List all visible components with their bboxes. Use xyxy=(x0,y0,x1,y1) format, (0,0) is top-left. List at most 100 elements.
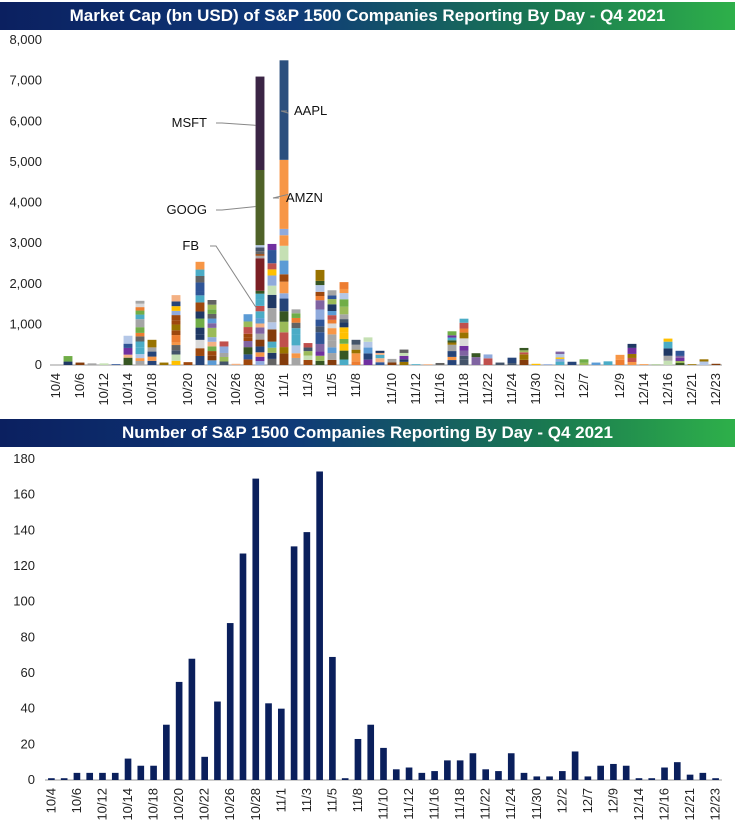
bar-segment xyxy=(292,334,301,345)
annotation-goog: GOOG xyxy=(167,202,207,217)
count-bar xyxy=(674,762,681,780)
count-bar xyxy=(546,776,553,780)
x-tick-label: 10/18 xyxy=(144,373,159,406)
bar-segment xyxy=(172,320,181,324)
x-tick-label: 10/14 xyxy=(120,788,135,821)
bar-segment xyxy=(328,353,337,360)
bar-segment xyxy=(316,361,325,365)
bar-segment xyxy=(328,320,337,324)
y-tick-label: 0 xyxy=(28,772,35,787)
x-tick-label: 11/22 xyxy=(478,788,493,820)
x-tick-label: 11/18 xyxy=(452,788,467,820)
bar-segment xyxy=(172,330,181,335)
bar-segment xyxy=(136,333,145,336)
bar-segment xyxy=(208,323,217,328)
count-bar xyxy=(278,709,285,780)
bar-segment xyxy=(400,350,409,353)
bar-segment xyxy=(316,356,325,361)
bar-segment xyxy=(196,270,205,276)
bar-segment xyxy=(256,291,265,294)
bar-segment xyxy=(292,309,301,313)
bar-segment xyxy=(316,309,325,319)
bar-segment xyxy=(520,360,529,365)
bar-segment xyxy=(64,356,73,362)
stacked-bar xyxy=(352,340,361,365)
bar-segment xyxy=(268,244,277,250)
bar-segment xyxy=(316,332,325,344)
bar-segment xyxy=(136,361,145,365)
bar-segment xyxy=(448,357,457,360)
stacked-bar xyxy=(208,300,217,365)
bar-segment xyxy=(256,254,265,256)
bar-segment xyxy=(268,348,277,353)
y-tick-label: 1,000 xyxy=(9,316,42,331)
stacked-bar xyxy=(532,364,541,365)
x-tick-label: 10/4 xyxy=(43,788,58,813)
market-cap-chart: 0 1,000 2,000 3,000 4,000 5,000 6,000 7,000 8,00… xyxy=(0,30,735,415)
count-bar xyxy=(597,766,604,780)
bar-segment xyxy=(676,356,685,358)
bar-segment xyxy=(676,363,685,365)
y-tick-label: 3,000 xyxy=(9,235,42,250)
count-bar xyxy=(661,768,668,780)
bar-segment xyxy=(196,328,205,335)
stacked-bar xyxy=(196,262,205,365)
bar-segment xyxy=(316,296,325,300)
y-tick-label: 0 xyxy=(35,357,42,372)
stacked-bar xyxy=(184,362,193,365)
stacked-bar xyxy=(256,77,265,365)
bar-segment xyxy=(244,341,253,347)
count-bar xyxy=(380,748,387,780)
bar-segment xyxy=(244,354,253,359)
bar-segment xyxy=(256,334,265,340)
y-tick-label: 120 xyxy=(13,558,35,573)
stacked-bar xyxy=(364,337,373,365)
bar-segment xyxy=(256,357,265,361)
bar-segment xyxy=(556,362,565,365)
bar-segment xyxy=(508,363,517,365)
bar-segment xyxy=(448,351,457,357)
count-bar xyxy=(623,766,630,780)
bar-segment xyxy=(556,354,565,357)
bar-segment xyxy=(460,323,469,329)
count-bar xyxy=(163,725,170,780)
bar-segment xyxy=(268,308,277,322)
bar-segment xyxy=(688,364,697,365)
stacked-bar xyxy=(700,359,709,365)
bar-segment xyxy=(196,302,205,311)
bar-segment xyxy=(388,359,397,363)
bar-segment xyxy=(100,363,109,365)
bar-segment xyxy=(628,344,637,348)
x-tick-label: 10/28 xyxy=(252,373,267,406)
annotation-amzn: AMZN xyxy=(286,190,323,205)
stacked-bar xyxy=(424,364,433,365)
stacked-bar xyxy=(472,353,481,365)
y-tick-label: 4,000 xyxy=(9,195,42,210)
bar-segment xyxy=(268,342,277,348)
bar-segment xyxy=(76,363,85,365)
bar-segment xyxy=(304,355,313,359)
y-tick-label: 160 xyxy=(13,487,35,502)
bar-segment xyxy=(340,332,349,339)
count-bar xyxy=(687,775,694,780)
bar-segment xyxy=(328,315,337,320)
stacked-bar xyxy=(712,364,721,365)
bar-segment xyxy=(340,314,349,319)
bar-segment xyxy=(136,304,145,307)
annotation-aapl: AAPL xyxy=(294,103,327,118)
bar-segment xyxy=(124,336,133,344)
bar-segment xyxy=(676,351,685,356)
stacked-bar xyxy=(304,343,313,365)
x-tick-label: 11/8 xyxy=(348,373,363,397)
count-bar xyxy=(559,771,566,780)
count-bar xyxy=(150,766,157,780)
bar-segment xyxy=(256,256,265,259)
bar-segment xyxy=(280,293,289,298)
count-bar xyxy=(585,776,592,780)
bar-segment xyxy=(196,340,205,348)
bar-segment xyxy=(664,348,673,355)
count-bar xyxy=(636,778,643,780)
bar-segment xyxy=(568,362,577,365)
bar-segment xyxy=(196,311,205,318)
stacked-bar xyxy=(640,364,649,365)
